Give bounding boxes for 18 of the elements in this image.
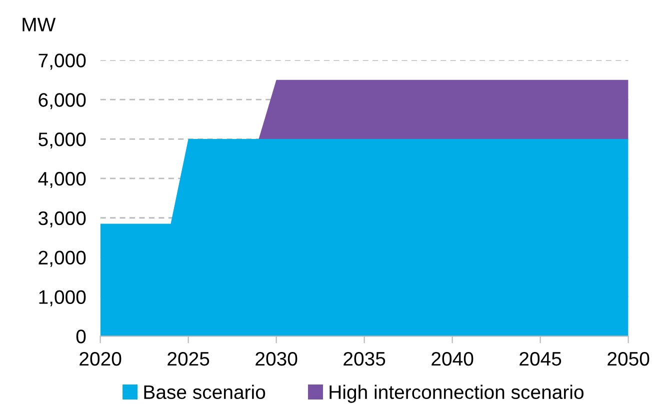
y-axis-title: MW [22, 18, 56, 32]
x-tick-label: 2040 [432, 352, 474, 366]
x-tick-label: 2035 [344, 352, 386, 366]
y-tick-label: 1,000 [39, 290, 86, 306]
x-tick-label: 2020 [80, 352, 122, 366]
x-tick-label: 2030 [256, 352, 298, 366]
y-tick-label: 2,000 [38, 250, 86, 267]
y-tick-label: 5,000 [38, 132, 86, 149]
x-tick-label: 2025 [168, 352, 210, 366]
y-tick-label: 6,000 [38, 93, 86, 110]
legend-label: Base scenario [144, 384, 266, 400]
x-tick-label: 2045 [520, 352, 562, 366]
y-tick-label: 0 [76, 330, 86, 344]
y-tick-label: 7,000 [38, 54, 86, 70]
y-tick-label: 4,000 [38, 172, 86, 188]
x-tick-label: 2050 [608, 352, 650, 366]
legend-label: High interconnection scenario [330, 384, 584, 403]
y-tick-label: 3,000 [38, 211, 86, 228]
